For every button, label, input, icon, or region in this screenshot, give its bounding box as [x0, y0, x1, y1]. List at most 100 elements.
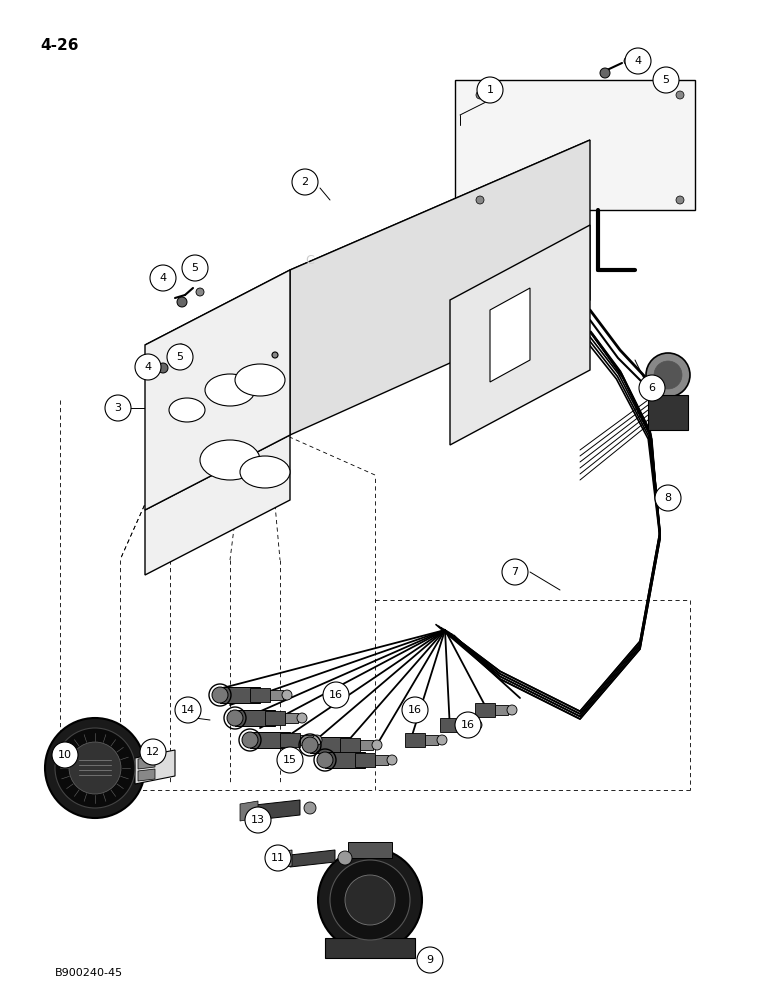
Text: 16: 16 — [408, 705, 422, 715]
Polygon shape — [280, 733, 300, 747]
Circle shape — [387, 755, 397, 765]
Circle shape — [272, 352, 278, 358]
Polygon shape — [348, 842, 392, 858]
Polygon shape — [220, 687, 260, 703]
Polygon shape — [255, 800, 300, 820]
Polygon shape — [425, 735, 438, 745]
Ellipse shape — [200, 440, 260, 480]
Circle shape — [476, 196, 484, 204]
Circle shape — [345, 875, 395, 925]
Circle shape — [135, 354, 161, 380]
Circle shape — [402, 697, 428, 723]
Polygon shape — [440, 718, 460, 732]
Ellipse shape — [169, 398, 205, 422]
Ellipse shape — [223, 366, 267, 394]
Circle shape — [150, 265, 176, 291]
Text: 12: 12 — [146, 747, 160, 757]
Polygon shape — [325, 752, 365, 768]
Text: 10: 10 — [58, 750, 72, 760]
Polygon shape — [375, 755, 388, 765]
Text: 4: 4 — [144, 362, 151, 372]
Text: 5: 5 — [662, 75, 669, 85]
Text: 2: 2 — [301, 177, 309, 187]
Circle shape — [302, 737, 318, 753]
Circle shape — [372, 740, 382, 750]
Polygon shape — [290, 850, 335, 867]
Circle shape — [140, 739, 166, 765]
Circle shape — [45, 718, 145, 818]
Text: 9: 9 — [426, 955, 434, 965]
Text: B900240-45: B900240-45 — [55, 968, 123, 978]
Text: 1: 1 — [486, 85, 493, 95]
Circle shape — [292, 169, 318, 195]
Circle shape — [167, 344, 193, 370]
Circle shape — [52, 742, 78, 768]
Circle shape — [417, 947, 443, 973]
Circle shape — [105, 395, 131, 421]
Circle shape — [655, 485, 681, 511]
Circle shape — [625, 48, 651, 74]
Circle shape — [312, 735, 322, 745]
Text: 13: 13 — [251, 815, 265, 825]
Circle shape — [277, 747, 303, 773]
Polygon shape — [145, 435, 290, 575]
Text: 5: 5 — [177, 352, 184, 362]
Polygon shape — [270, 690, 283, 700]
Polygon shape — [250, 688, 270, 702]
Polygon shape — [285, 713, 298, 723]
Circle shape — [282, 690, 292, 700]
Circle shape — [476, 91, 484, 99]
Polygon shape — [145, 140, 590, 345]
Circle shape — [158, 363, 168, 373]
Text: 14: 14 — [181, 705, 195, 715]
Circle shape — [600, 68, 610, 78]
Circle shape — [477, 77, 503, 103]
Polygon shape — [648, 395, 688, 430]
Circle shape — [330, 860, 410, 940]
Polygon shape — [475, 703, 495, 717]
Circle shape — [437, 735, 447, 745]
Polygon shape — [138, 769, 155, 781]
Circle shape — [69, 742, 121, 794]
Ellipse shape — [205, 374, 255, 406]
Circle shape — [624, 57, 632, 65]
Circle shape — [177, 297, 187, 307]
Circle shape — [472, 720, 482, 730]
Text: 16: 16 — [461, 720, 475, 730]
Polygon shape — [290, 140, 590, 435]
Polygon shape — [272, 850, 292, 869]
Polygon shape — [450, 225, 590, 445]
Circle shape — [196, 288, 204, 296]
Polygon shape — [265, 711, 285, 725]
Ellipse shape — [223, 401, 267, 429]
Text: 11: 11 — [271, 853, 285, 863]
Text: 7: 7 — [511, 567, 519, 577]
Ellipse shape — [235, 364, 285, 396]
Text: 5: 5 — [191, 263, 198, 273]
Circle shape — [245, 807, 271, 833]
Circle shape — [676, 196, 684, 204]
Circle shape — [653, 67, 679, 93]
Circle shape — [297, 713, 307, 723]
Polygon shape — [360, 740, 373, 750]
Circle shape — [242, 732, 258, 748]
Polygon shape — [300, 735, 313, 745]
Text: 16: 16 — [329, 690, 343, 700]
Circle shape — [318, 848, 422, 952]
Circle shape — [177, 344, 185, 352]
Circle shape — [182, 255, 208, 281]
Polygon shape — [250, 732, 290, 748]
Polygon shape — [138, 757, 155, 769]
Circle shape — [338, 851, 352, 865]
Text: C: C — [306, 253, 314, 266]
Polygon shape — [310, 737, 350, 753]
Polygon shape — [355, 753, 375, 767]
Circle shape — [646, 353, 690, 397]
Text: 8: 8 — [665, 493, 672, 503]
Circle shape — [639, 375, 665, 401]
Circle shape — [502, 559, 528, 585]
Polygon shape — [340, 738, 360, 752]
Circle shape — [304, 802, 316, 814]
Polygon shape — [325, 938, 415, 958]
Polygon shape — [460, 720, 473, 730]
